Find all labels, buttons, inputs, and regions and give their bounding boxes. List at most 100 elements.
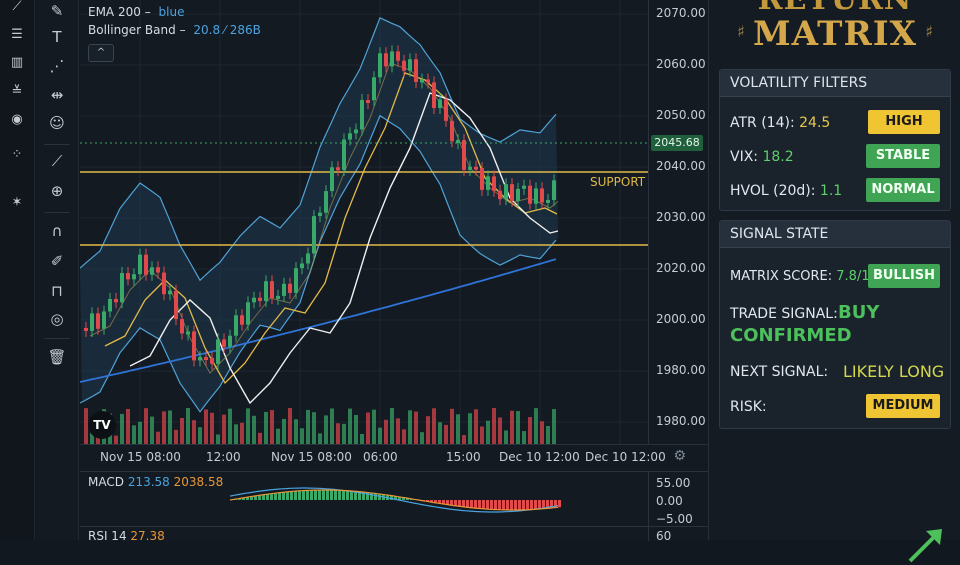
macd-histogram-bar bbox=[462, 500, 465, 507]
candle bbox=[540, 188, 544, 202]
candle bbox=[432, 82, 436, 108]
brand-logo: ♯ RETURN MATRIX ♯ bbox=[719, 0, 951, 60]
candle bbox=[96, 313, 100, 328]
candle bbox=[258, 298, 262, 301]
volume-bar bbox=[192, 420, 196, 444]
macd-histogram-bar bbox=[266, 494, 269, 500]
candle bbox=[102, 311, 106, 328]
decor-icon: ♯ bbox=[925, 22, 933, 41]
candle bbox=[528, 186, 532, 204]
candle bbox=[264, 281, 268, 301]
candle bbox=[534, 188, 538, 203]
volume-bar bbox=[426, 416, 430, 444]
next-signal-label: NEXT SIGNAL: bbox=[730, 364, 828, 380]
time-axis-label: Dec 10 12:00 bbox=[585, 450, 666, 464]
candle bbox=[90, 313, 94, 331]
macd-histogram-bar bbox=[558, 500, 561, 507]
eye-icon[interactable]: ◎ bbox=[46, 308, 68, 330]
tradingview-logo[interactable]: TV bbox=[88, 411, 116, 439]
lock-pencil-icon[interactable]: ✐ bbox=[46, 250, 68, 272]
collapse-legend-button[interactable]: ^ bbox=[88, 44, 114, 62]
candle bbox=[510, 184, 514, 201]
chart-canvas[interactable] bbox=[80, 0, 648, 444]
macd-histogram-bar bbox=[470, 500, 473, 508]
candle bbox=[204, 357, 208, 360]
macd-histogram-bar bbox=[442, 500, 445, 504]
candle bbox=[282, 284, 286, 296]
candle bbox=[480, 168, 484, 190]
macd-histogram-bar bbox=[278, 493, 281, 500]
candle bbox=[546, 200, 550, 203]
lock-icon[interactable]: ⊓ bbox=[46, 280, 68, 302]
candle bbox=[270, 281, 274, 298]
text-icon[interactable]: T bbox=[46, 26, 68, 48]
candle bbox=[408, 59, 412, 71]
pen-icon[interactable]: ✎ bbox=[46, 0, 68, 22]
volume-bar bbox=[456, 414, 460, 444]
macd-pane[interactable]: MACD 213.58 2038.58 bbox=[80, 471, 648, 526]
macd-axis-label: 55.00 bbox=[656, 476, 690, 490]
rsi-pane[interactable]: RSI 14 27.38 bbox=[80, 526, 648, 541]
macd-histogram-bar bbox=[306, 490, 309, 500]
pattern-icon[interactable]: ⋰ bbox=[46, 55, 68, 77]
legend-ema: EMA 200 – blue bbox=[88, 5, 184, 19]
macd-histogram-bar bbox=[538, 500, 541, 509]
scatter-icon[interactable]: ⁘ bbox=[9, 148, 25, 162]
measure-icon[interactable]: ⇹ bbox=[46, 84, 68, 106]
ruler-icon[interactable]: ⟋ bbox=[46, 150, 68, 172]
macd-histogram-bar bbox=[518, 500, 521, 510]
candle bbox=[366, 100, 370, 103]
candle bbox=[126, 273, 130, 279]
volume-bar bbox=[468, 413, 472, 444]
magnet-icon[interactable]: ∩ bbox=[46, 220, 68, 242]
candle bbox=[186, 331, 190, 334]
volume-bar bbox=[294, 419, 298, 444]
bullish-badge: BULLISH bbox=[868, 264, 940, 288]
macd-histogram-bar bbox=[342, 490, 345, 500]
macd-histogram-bar bbox=[290, 492, 293, 500]
risk-label: RISK: bbox=[730, 399, 767, 415]
candle bbox=[228, 336, 232, 347]
indicator-icon[interactable]: ≚ bbox=[9, 85, 25, 99]
trade-signal-value-2: CONFIRMED bbox=[730, 325, 852, 346]
macd-histogram-bar bbox=[510, 500, 513, 510]
macd-histogram-bar bbox=[446, 500, 449, 504]
trade-signal-value: BUY bbox=[838, 302, 879, 323]
emoji-icon[interactable]: ☺ bbox=[46, 112, 68, 134]
macd-histogram-bar bbox=[314, 490, 317, 500]
volume-bar bbox=[120, 414, 124, 444]
macd-histogram-bar bbox=[270, 494, 273, 500]
atr-badge: HIGH bbox=[868, 110, 940, 134]
volume-bar bbox=[330, 408, 334, 444]
rsi-legend: RSI 14 27.38 bbox=[88, 529, 165, 543]
volume-bar bbox=[528, 417, 532, 444]
list-icon[interactable]: ☰ bbox=[9, 28, 25, 42]
macd-histogram-bar bbox=[294, 491, 297, 500]
record-icon[interactable]: ◉ bbox=[9, 113, 25, 127]
macd-histogram-bar bbox=[458, 500, 461, 506]
macd-histogram-bar bbox=[450, 500, 453, 505]
volume-bar bbox=[522, 431, 526, 444]
price-axis-label: 2050.00 bbox=[656, 108, 706, 122]
macd-histogram-bar bbox=[330, 490, 333, 500]
macd-histogram-bar bbox=[370, 493, 373, 500]
bar-chart-icon[interactable]: ▥ bbox=[9, 56, 25, 70]
chart-settings-gear-icon[interactable]: ⚙ bbox=[673, 448, 686, 464]
volume-bar bbox=[408, 410, 412, 444]
price-axis[interactable]: 2070.00 2060.00 2050.00 2045.68 2040.00 … bbox=[648, 0, 709, 444]
candle bbox=[84, 328, 88, 331]
trend-line-icon[interactable]: ⟋ bbox=[9, 0, 25, 14]
zoom-in-icon[interactable]: ⊕ bbox=[46, 180, 68, 202]
time-axis[interactable]: Nov 15 08:00 12:00 Nov 15 08:00 06:00 15… bbox=[80, 444, 708, 471]
trash-icon[interactable]: 🗑 bbox=[46, 346, 68, 368]
candle bbox=[492, 176, 496, 190]
macd-histogram-bar bbox=[526, 500, 529, 510]
candle bbox=[300, 264, 304, 269]
macd-histogram-bar bbox=[474, 500, 477, 508]
card-title: VOLATILITY FILTERS bbox=[720, 70, 950, 97]
macd-histogram-bar bbox=[338, 490, 341, 500]
price-chart[interactable] bbox=[80, 0, 648, 444]
trade-signal-label: TRADE SIGNAL: bbox=[730, 306, 838, 322]
volume-bar bbox=[390, 408, 394, 444]
magic-icon[interactable]: ✶ bbox=[9, 196, 25, 210]
